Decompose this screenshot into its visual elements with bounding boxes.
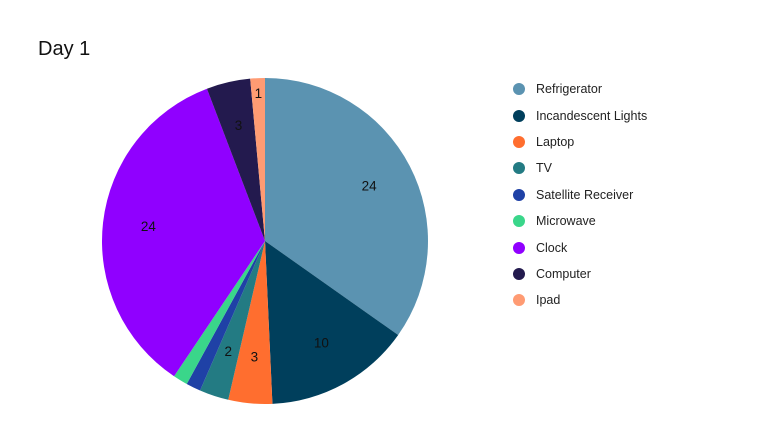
legend-item: Refrigerator [513, 76, 647, 102]
slice-label-incandescent-lights: 10 [314, 336, 329, 351]
legend-item: Satellite Receiver [513, 182, 647, 208]
legend-item: Laptop [513, 129, 647, 155]
chart-title: Day 1 [38, 38, 91, 60]
legend-label: Ipad [536, 293, 561, 308]
legend-swatch [513, 162, 525, 175]
slice-label-laptop: 3 [251, 349, 259, 364]
slice-label-tv: 2 [224, 344, 232, 359]
legend: Refrigerator Incandescent Lights Laptop TV S… [513, 76, 647, 314]
slice-label-ipad: 1 [255, 86, 263, 101]
legend-label: Microwave [536, 214, 596, 229]
legend-item: TV [513, 155, 647, 181]
pie-slice-computer [206, 78, 265, 242]
legend-label: Refrigerator [536, 82, 602, 97]
pie-slice-satellite-receiver [186, 241, 265, 391]
legend-label: TV [536, 161, 552, 176]
legend-item: Incandescent Lights [513, 102, 647, 128]
pie-slice-refrigerator [265, 78, 429, 335]
pie-slice-incandescent-lights [265, 241, 399, 404]
slice-label-clock: 24 [141, 219, 157, 234]
legend-item: Ipad [513, 287, 647, 313]
legend-swatch [513, 241, 525, 254]
legend-label: Clock [536, 240, 568, 255]
legend-swatch [513, 267, 525, 280]
slice-label-refrigerator: 24 [362, 179, 378, 194]
legend-swatch [513, 109, 525, 122]
slice-label-computer: 3 [235, 118, 243, 133]
legend-label: Computer [536, 266, 591, 281]
legend-swatch [513, 294, 525, 307]
legend-label: Laptop [536, 134, 575, 149]
pie-slice-microwave [174, 241, 265, 384]
pie-slice-clock [102, 88, 265, 377]
legend-swatch [513, 188, 525, 201]
legend-item: Microwave [513, 208, 647, 234]
legend-item: Clock [513, 234, 647, 260]
pie-slice-ipad [250, 78, 265, 241]
legend-swatch [513, 83, 525, 96]
legend-swatch [513, 215, 525, 228]
legend-label: Incandescent Lights [536, 108, 648, 123]
legend-label: Satellite Receiver [536, 187, 634, 202]
pie-slice-tv [200, 241, 265, 400]
legend-swatch [513, 135, 525, 148]
legend-item: Computer [513, 261, 647, 287]
pie-slice-laptop [228, 241, 273, 404]
